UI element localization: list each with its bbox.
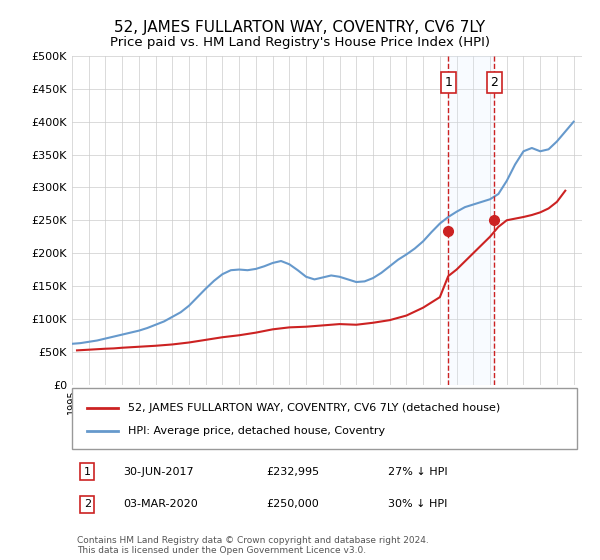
Text: 30% ↓ HPI: 30% ↓ HPI: [388, 500, 448, 510]
Text: HPI: Average price, detached house, Coventry: HPI: Average price, detached house, Cove…: [128, 426, 385, 436]
Text: Price paid vs. HM Land Registry's House Price Index (HPI): Price paid vs. HM Land Registry's House …: [110, 36, 490, 49]
Text: 1: 1: [444, 76, 452, 89]
Text: Contains HM Land Registry data © Crown copyright and database right 2024.
This d: Contains HM Land Registry data © Crown c…: [77, 536, 429, 555]
Text: 27% ↓ HPI: 27% ↓ HPI: [388, 466, 448, 477]
Text: 2: 2: [84, 500, 91, 510]
Bar: [448, 56, 494, 385]
Text: 52, JAMES FULLARTON WAY, COVENTRY, CV6 7LY: 52, JAMES FULLARTON WAY, COVENTRY, CV6 7…: [115, 20, 485, 35]
Text: 52, JAMES FULLARTON WAY, COVENTRY, CV6 7LY (detached house): 52, JAMES FULLARTON WAY, COVENTRY, CV6 7…: [128, 403, 500, 413]
FancyBboxPatch shape: [72, 388, 577, 449]
Text: 2: 2: [490, 76, 498, 89]
Text: £250,000: £250,000: [266, 500, 319, 510]
Text: 1: 1: [84, 466, 91, 477]
Text: 30-JUN-2017: 30-JUN-2017: [123, 466, 194, 477]
Text: 03-MAR-2020: 03-MAR-2020: [123, 500, 198, 510]
Text: £232,995: £232,995: [266, 466, 319, 477]
